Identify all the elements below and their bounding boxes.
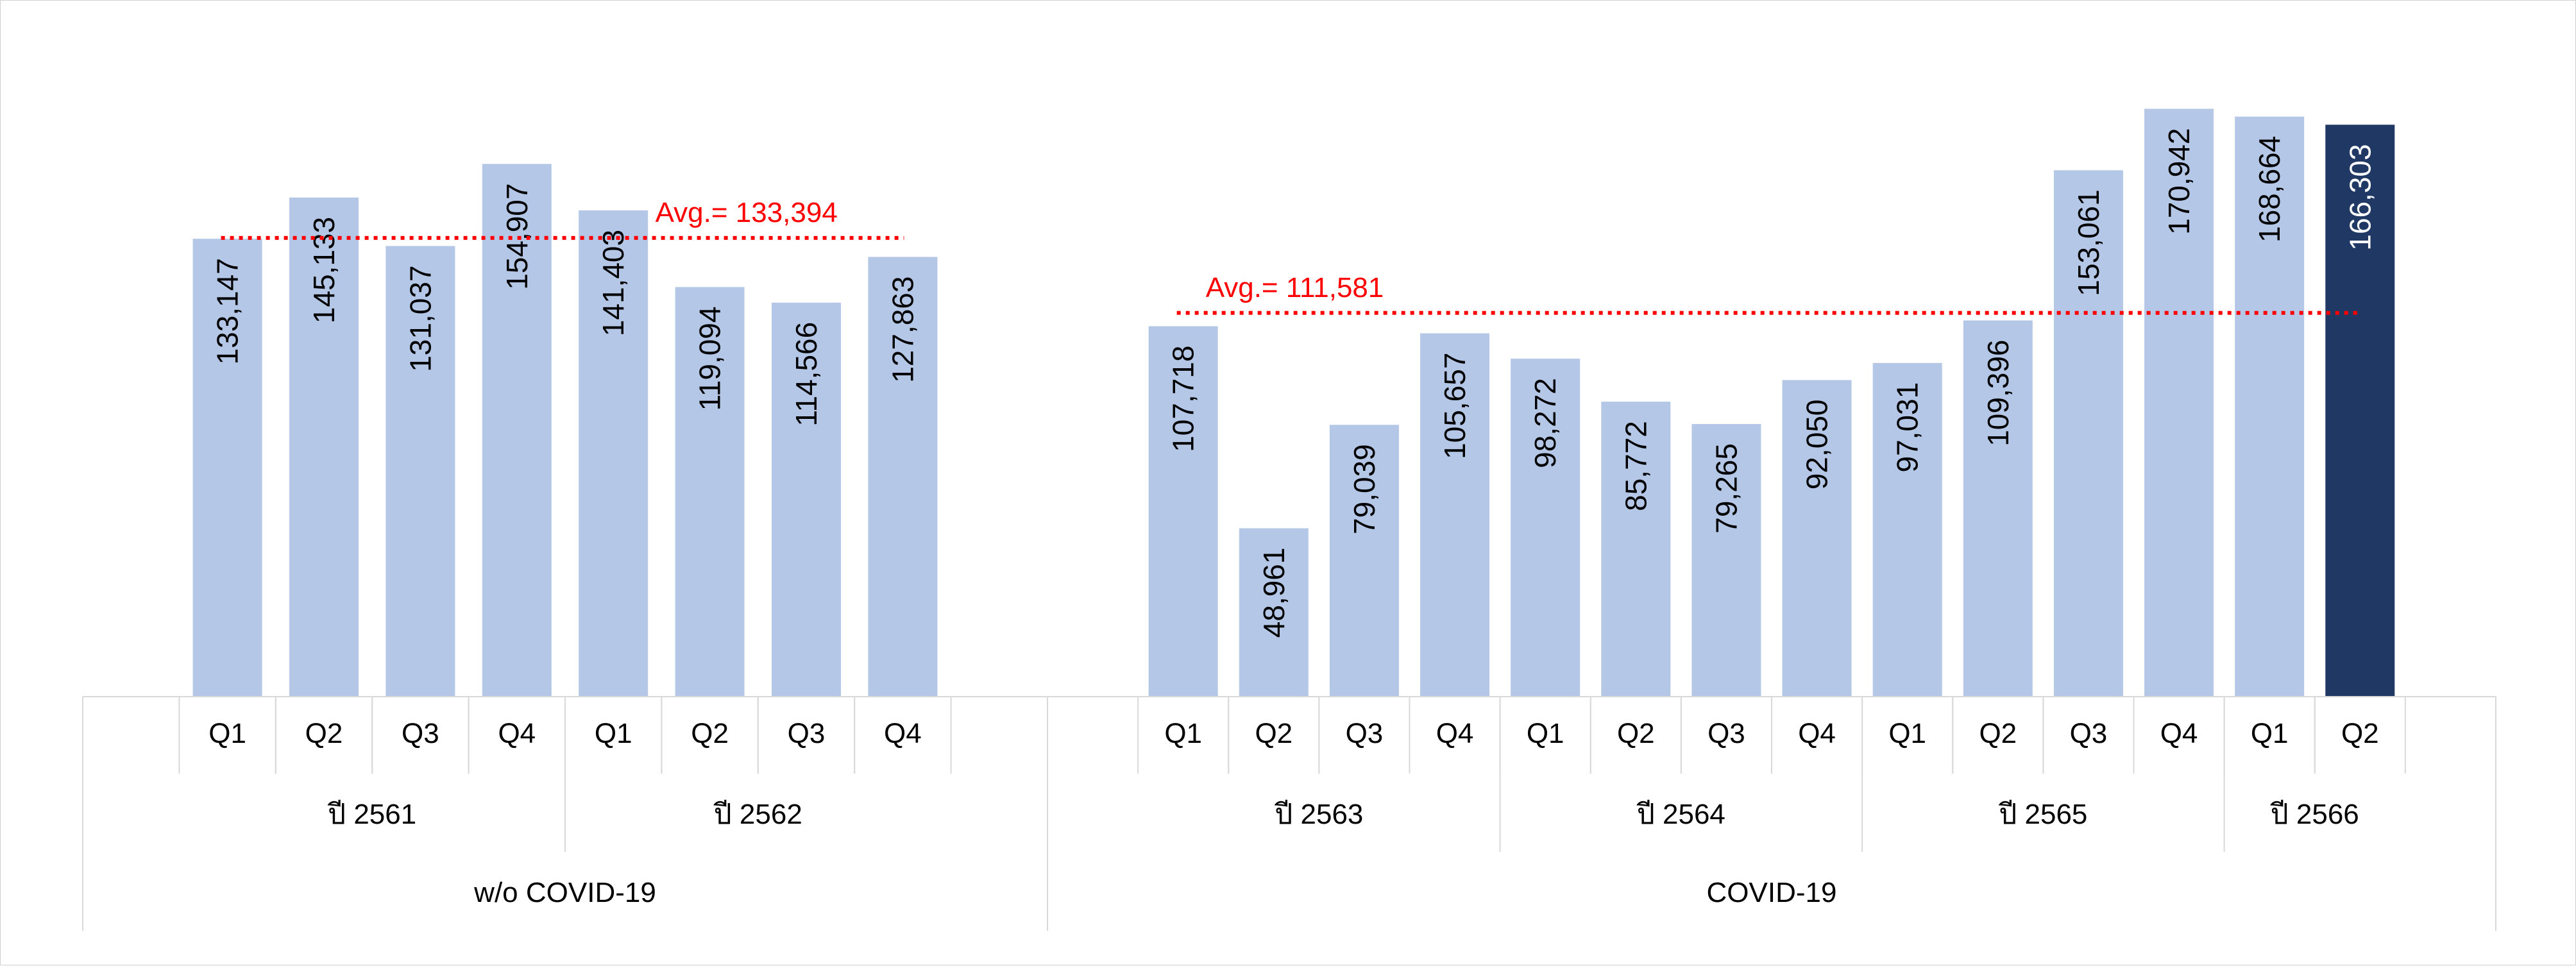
- quarter-tick-label: Q2: [1979, 718, 2017, 749]
- quarter-tick-label: Q1: [1888, 718, 1926, 749]
- quarter-tick-label: Q2: [2341, 718, 2379, 749]
- bar: [2235, 116, 2305, 697]
- bar: [1239, 528, 1309, 697]
- bar-value-label: 79,039: [1348, 444, 1381, 534]
- bar-value-label: 145,133: [307, 217, 341, 323]
- bar-value-label: 119,094: [693, 307, 727, 411]
- category-axis: Q1 Q2 Q3 Q4 Q1 Q2 Q3 Q4 Q1 Q2 Q3 Q4 Q1 Q2 Q3 Q4 Q1 Q2 Q3 Q4…: [82, 696, 2496, 931]
- year-tick-label: ปี 2562: [713, 799, 802, 830]
- bar-value-label: 92,050: [1801, 400, 1834, 490]
- quarter-tick-label: Q4: [1436, 718, 1474, 749]
- quarter-tick-label: Q4: [884, 718, 922, 749]
- bar: [192, 239, 262, 697]
- bar: [579, 210, 648, 697]
- quarter-tick-label: Q2: [1617, 718, 1655, 749]
- bar: [2325, 124, 2395, 697]
- bar-value-label: 107,718: [1167, 346, 1200, 452]
- bar-value-label: 105,657: [1438, 353, 1471, 459]
- year-tick-label: ปี 2566: [2269, 799, 2359, 830]
- bar: [482, 164, 552, 697]
- bar-value-label: 153,061: [2072, 189, 2105, 296]
- bar-value-label: 166,303: [2343, 144, 2377, 250]
- bar-value-label: 48,961: [1257, 548, 1291, 638]
- bar-value-label: 79,265: [1709, 443, 1743, 534]
- bar: [1148, 326, 1218, 697]
- quarter-tick-label: Q4: [2160, 718, 2198, 749]
- quarter-tick-label: Q2: [691, 718, 729, 749]
- quarter-tick-label: Q4: [498, 718, 536, 749]
- quarter-tick-label: Q3: [1707, 718, 1745, 749]
- quarter-tick-label: Q3: [402, 718, 439, 749]
- bar: [1872, 362, 1942, 697]
- bar: [1691, 424, 1761, 697]
- period-tick-label: COVID-19: [1707, 877, 1837, 908]
- average-label: Avg.= 133,394: [656, 197, 838, 228]
- quarter-tick-label: Q1: [1164, 718, 1202, 749]
- quarter-tick-label: Q3: [788, 718, 826, 749]
- bar: [386, 246, 455, 697]
- bar-value-label: 131,037: [403, 265, 437, 371]
- year-tick-label: ปี 2561: [327, 799, 416, 830]
- bar-value-label: 109,396: [1981, 340, 2015, 446]
- quarter-tick-label: Q1: [1527, 718, 1564, 749]
- bar: [1329, 425, 1399, 697]
- quarter-tick-label: Q4: [1798, 718, 1836, 749]
- bar: [675, 287, 745, 697]
- bar: [868, 257, 938, 697]
- bar-value-label: 141,403: [597, 230, 630, 336]
- bar-value-label: 97,031: [1891, 382, 1924, 473]
- quarter-tick-label: Q1: [595, 718, 632, 749]
- bar: [1601, 402, 1671, 697]
- bar: [1963, 320, 2033, 697]
- bar: [2144, 108, 2214, 697]
- bar: [2053, 170, 2123, 697]
- quarter-tick-label: Q1: [208, 718, 246, 749]
- quarter-tick-label: Q2: [1255, 718, 1292, 749]
- year-tick-label: ปี 2563: [1274, 799, 1363, 830]
- bar-value-label: 127,863: [886, 276, 919, 383]
- bar-value-label: 114,566: [790, 322, 823, 427]
- quarter-tick-label: Q1: [2251, 718, 2289, 749]
- quarter-tick-label: Q2: [305, 718, 343, 749]
- bar-value-label: 98,272: [1529, 378, 1562, 468]
- year-tick-label: ปี 2565: [1998, 799, 2087, 830]
- average-lines-layer: Avg.= 133,394 Avg.= 111,581: [221, 197, 2358, 315]
- bar-value-label: 85,772: [1619, 421, 1652, 511]
- bar: [289, 197, 359, 697]
- year-tick-label: ปี 2564: [1636, 799, 1725, 830]
- bar: [1511, 359, 1580, 697]
- period-tick-label: w/o COVID-19: [473, 877, 656, 908]
- bar-value-label: 133,147: [211, 258, 244, 364]
- bar: [1420, 333, 1490, 697]
- quarter-tick-label: Q3: [2070, 718, 2108, 749]
- bar: [1782, 380, 1852, 697]
- bar-value-label: 168,664: [2253, 136, 2286, 242]
- average-label: Avg.= 111,581: [1206, 272, 1384, 303]
- quarter-tick-label: Q3: [1346, 718, 1384, 749]
- bar: [772, 302, 841, 697]
- bar-value-label: 170,942: [2162, 128, 2196, 235]
